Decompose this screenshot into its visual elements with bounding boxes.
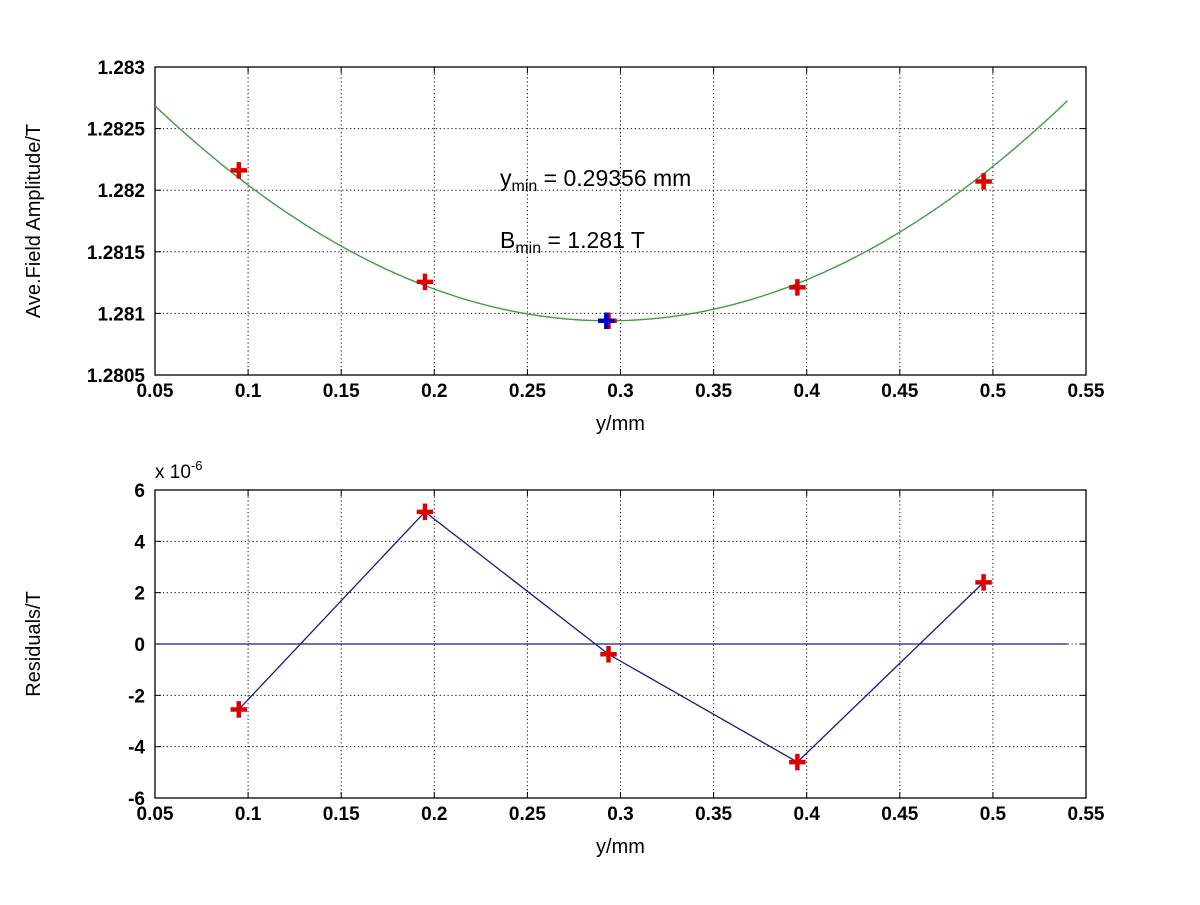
svg-text:0.35: 0.35 [695,804,732,825]
svg-text:0.2: 0.2 [421,381,447,402]
svg-text:-2: -2 [128,686,145,707]
svg-text:0.55: 0.55 [1068,804,1105,825]
svg-text:y/mm: y/mm [596,836,645,858]
svg-text:0.3: 0.3 [607,381,633,402]
svg-text:4: 4 [134,532,145,553]
svg-text:0.45: 0.45 [881,804,918,825]
svg-text:0.2: 0.2 [421,804,447,825]
svg-text:0.55: 0.55 [1068,381,1105,402]
svg-text:0.4: 0.4 [793,381,820,402]
svg-text:0.5: 0.5 [980,381,1007,402]
svg-text:0.25: 0.25 [509,804,546,825]
svg-text:0.5: 0.5 [980,804,1007,825]
svg-text:0.4: 0.4 [793,804,820,825]
svg-text:0.15: 0.15 [323,804,360,825]
svg-text:6: 6 [134,481,145,502]
svg-text:1.282: 1.282 [97,181,145,202]
svg-text:-6: -6 [128,789,145,810]
svg-text:0.1: 0.1 [235,381,262,402]
svg-text:2: 2 [134,584,145,605]
svg-text:-4: -4 [128,738,145,759]
svg-text:0.3: 0.3 [607,804,633,825]
svg-text:0.1: 0.1 [235,804,262,825]
svg-text:1.283: 1.283 [97,58,145,79]
svg-text:0.15: 0.15 [323,381,360,402]
svg-text:0: 0 [134,635,145,656]
svg-text:y/mm: y/mm [596,413,645,435]
svg-text:0.25: 0.25 [509,381,546,402]
svg-text:Ave.Field Amplitude/T: Ave.Field Amplitude/T [23,124,45,318]
svg-text:1.2805: 1.2805 [87,366,146,387]
svg-text:0.35: 0.35 [695,381,732,402]
svg-text:1.281: 1.281 [97,304,145,325]
svg-text:Residuals/T: Residuals/T [23,591,45,697]
svg-text:0.45: 0.45 [881,381,918,402]
svg-text:1.2815: 1.2815 [87,243,146,264]
svg-text:1.2825: 1.2825 [87,120,146,141]
